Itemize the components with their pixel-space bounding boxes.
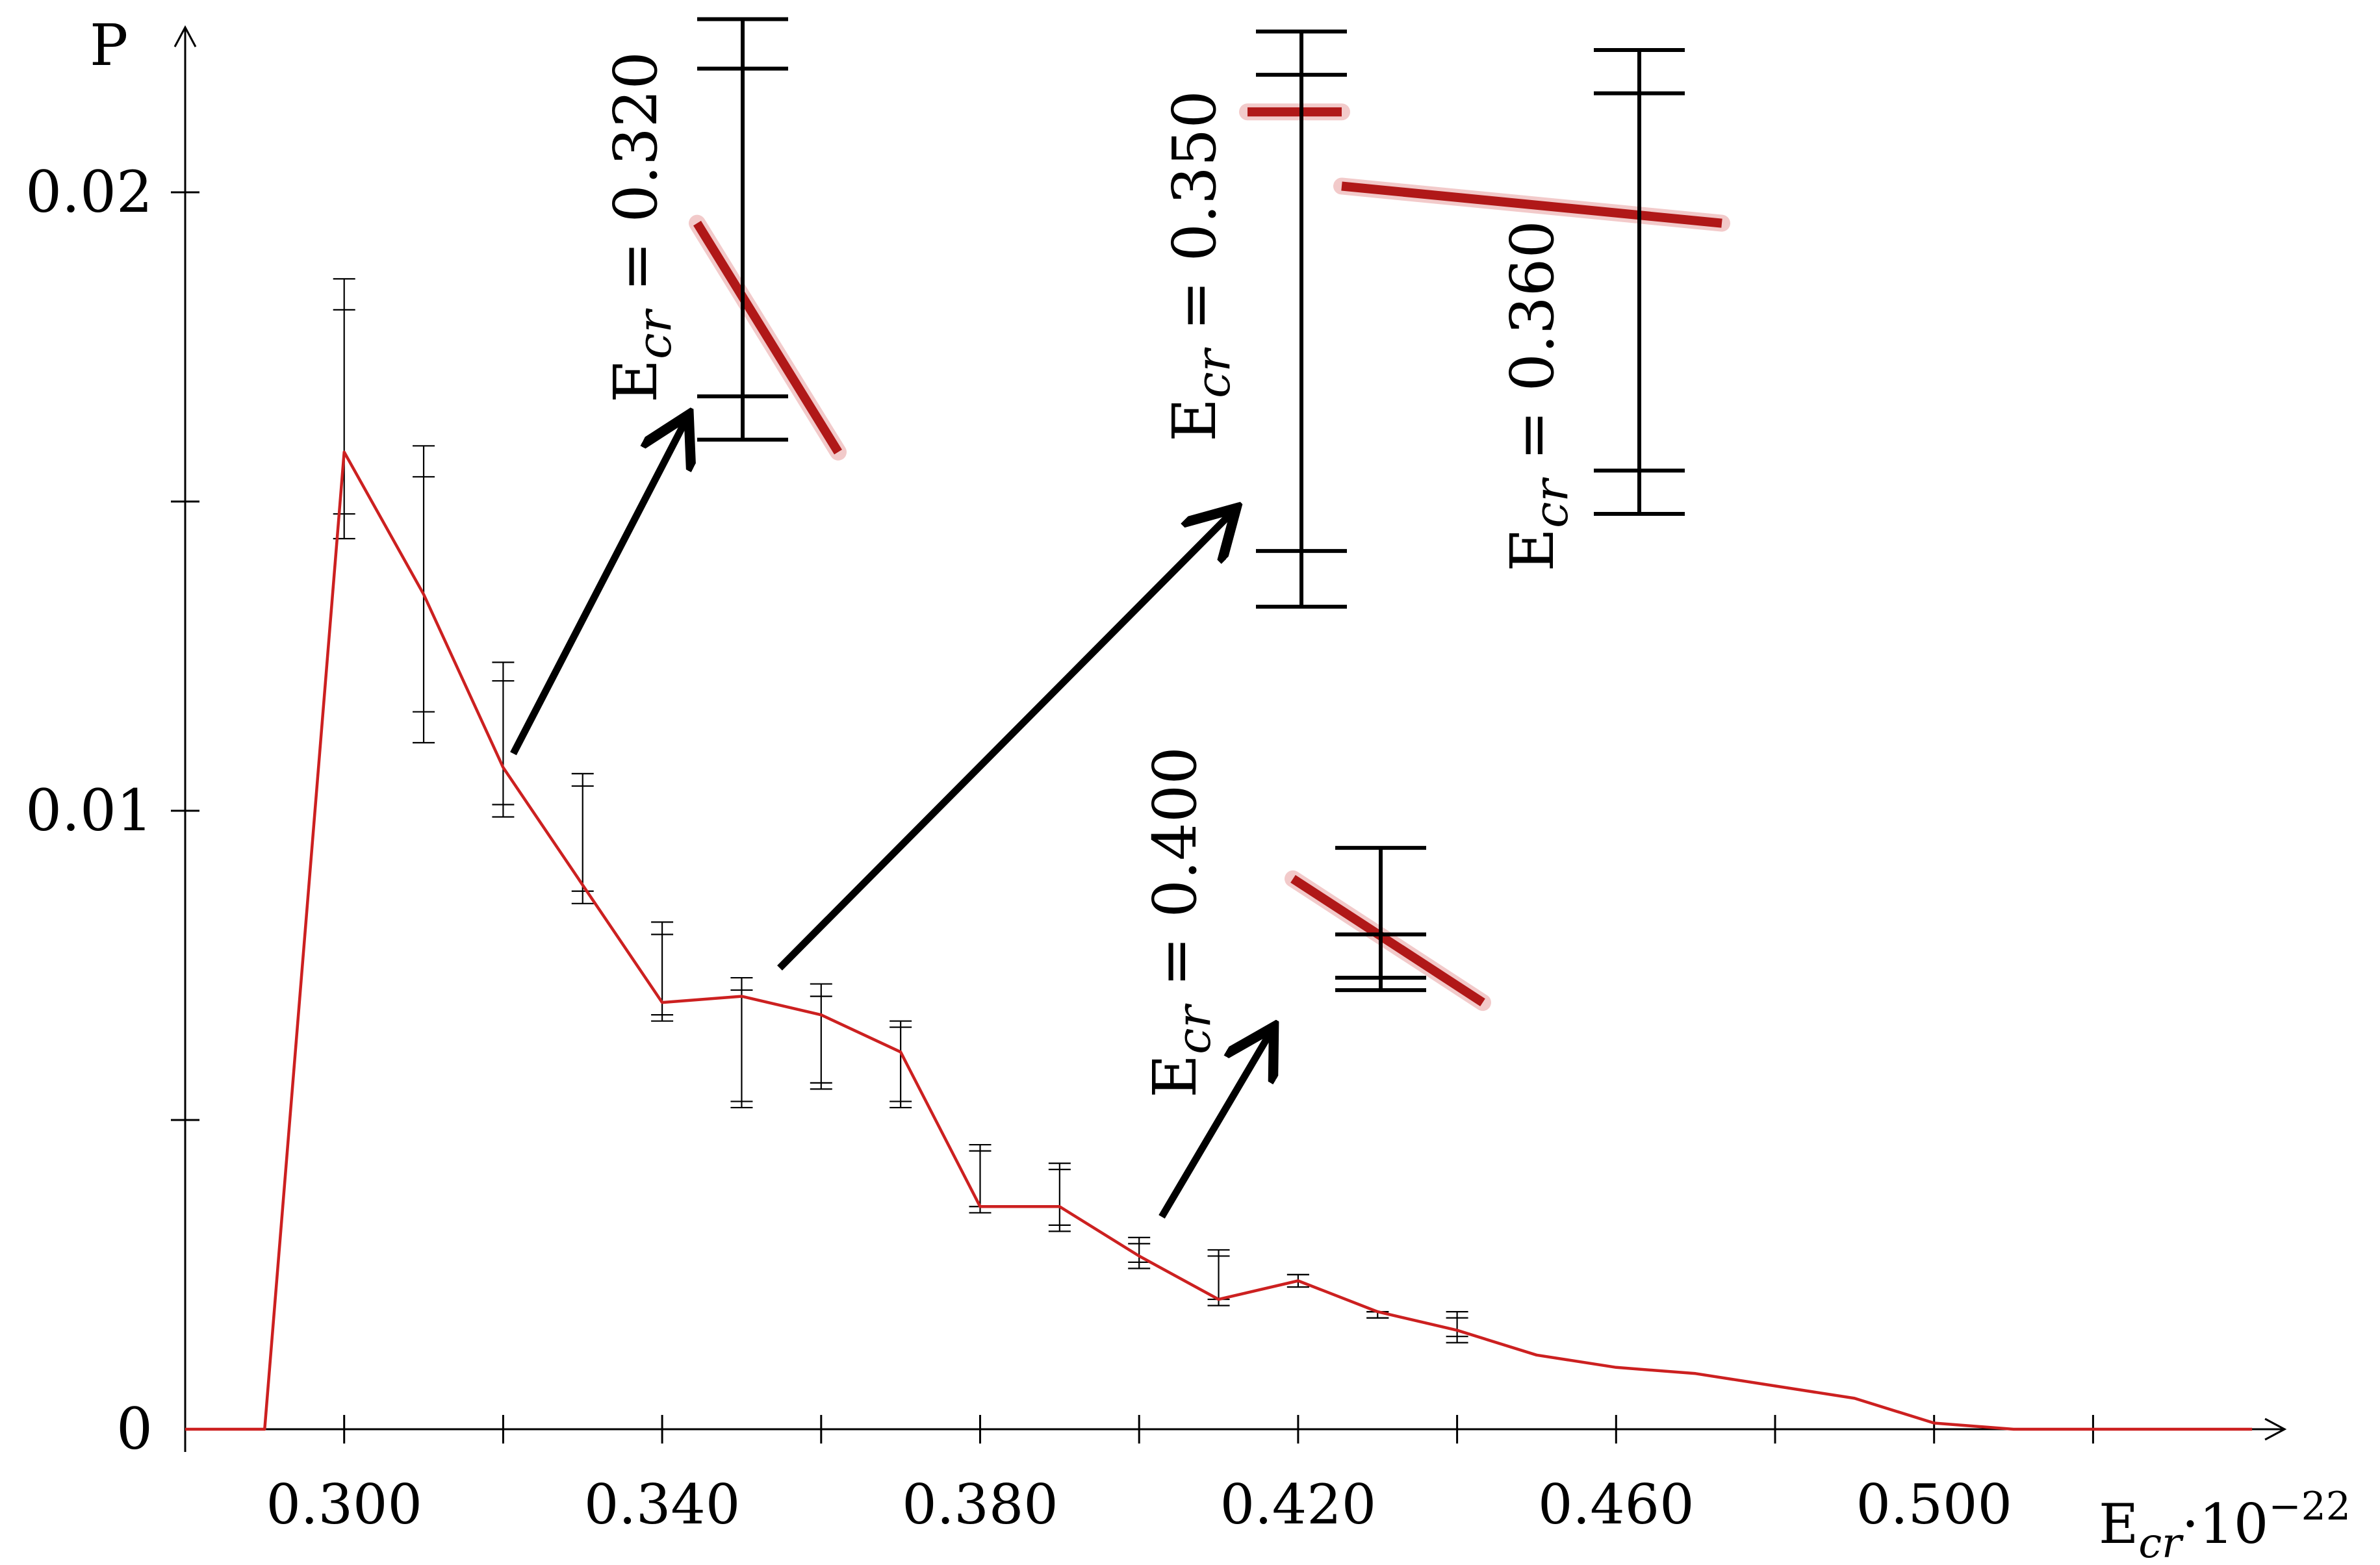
- error-bar: [1446, 1311, 1468, 1343]
- y-axis-arrow: [173, 25, 197, 47]
- error-bar: [492, 661, 515, 818]
- zoom-label-value: = 0.320: [601, 51, 671, 311]
- zoom-inset: [1333, 48, 1730, 516]
- x-tick-label: 0.420: [1220, 1473, 1376, 1536]
- x-tick-label: 0.300: [266, 1473, 422, 1536]
- zoom-label-sub: cr: [1524, 477, 1578, 528]
- zoom-inset: [1239, 29, 1350, 609]
- error-bar: [889, 1020, 912, 1109]
- x-tick-label: 0.460: [1538, 1473, 1694, 1536]
- x-axis-title: Ecr·10−22: [2099, 1484, 2351, 1565]
- zoom-label-main: E: [1160, 398, 1229, 442]
- error-bar: [969, 1143, 992, 1214]
- zoom-inset: [1285, 846, 1491, 1012]
- error-bar: [1048, 1162, 1071, 1232]
- x-tick-label: 0.380: [902, 1473, 1058, 1536]
- zoom-line: [1290, 874, 1485, 1006]
- zoom-label: Ecr = 0.350: [1160, 90, 1240, 442]
- x-axis-arrow: [2264, 1418, 2287, 1441]
- zoom-label-main: E: [1140, 1054, 1210, 1098]
- zoom-label-sub: cr: [1166, 1004, 1221, 1054]
- x-axis-title-suffix: ·10: [2182, 1492, 2269, 1556]
- zoom-label-value: = 0.360: [1498, 220, 1567, 479]
- zoom-label-main: E: [1498, 528, 1567, 572]
- callout-arrow: [777, 513, 1231, 971]
- callout-arrow: [510, 421, 685, 756]
- zoom-label-value: = 0.350: [1160, 90, 1229, 350]
- callout-arrow: [1158, 1033, 1270, 1219]
- zoom-label: Ecr = 0.320: [601, 51, 682, 403]
- error-bar: [810, 983, 832, 1090]
- y-axis-title: P: [90, 12, 128, 79]
- x-tick-label: 0.500: [1856, 1473, 2012, 1536]
- zoom-label-sub: cr: [1186, 348, 1240, 398]
- zoom-inset: [689, 17, 847, 461]
- error-bar: [651, 921, 674, 1022]
- x-axis-title-exp: −22: [2268, 1484, 2351, 1529]
- zoom-label-sub: cr: [627, 309, 682, 359]
- zoom-label: Ecr = 0.360: [1498, 220, 1578, 572]
- zoom-line: [1341, 181, 1722, 228]
- y-tick-label: 0.01: [25, 777, 153, 844]
- zoom-line: [693, 220, 842, 455]
- error-bar: [1286, 1273, 1309, 1288]
- x-axis-title-sub: cr: [2138, 1520, 2184, 1565]
- zoom-label: Ecr = 0.400: [1140, 746, 1221, 1098]
- zoom-label-main: E: [601, 359, 671, 403]
- error-bar: [571, 772, 594, 904]
- y-tick-label: 0.02: [25, 159, 153, 225]
- error-bar: [1128, 1236, 1151, 1269]
- error-bar: [730, 976, 753, 1109]
- y-tick-label: 0: [116, 1395, 153, 1462]
- error-bar: [333, 278, 355, 540]
- x-axis-title-main: E: [2099, 1492, 2138, 1556]
- zoom-label-value: = 0.400: [1140, 746, 1210, 1006]
- x-tick-label: 0.340: [584, 1473, 740, 1536]
